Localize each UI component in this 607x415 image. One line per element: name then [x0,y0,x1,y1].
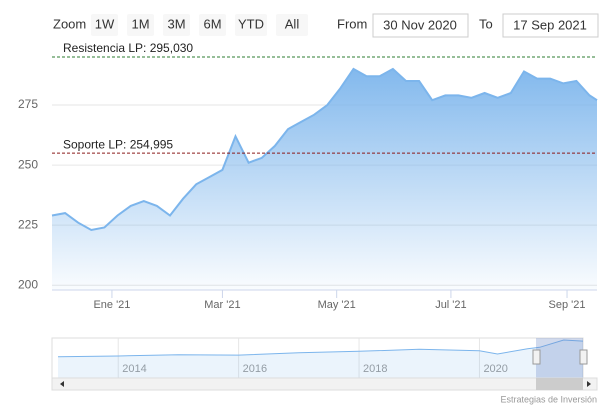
range-button[interactable] [91,14,118,36]
y-tick-label: 250 [18,157,38,171]
plot-line-label: Resistencia LP: 295,030 [63,41,193,55]
to-input[interactable] [502,13,599,38]
x-tick-label: May '21 [318,299,356,311]
navigator-label: 2016 [243,363,267,375]
range-button-label[interactable]: 6M [203,16,221,31]
navigator-selection[interactable] [536,338,583,378]
range-button-label[interactable]: 3M [167,16,185,31]
range-button[interactable] [276,14,308,36]
scrollbar-thumb[interactable] [536,378,583,390]
navigator-label: 2014 [122,363,146,375]
plot-line-label: Soporte LP: 254,995 [63,137,173,151]
y-tick-label: 275 [18,97,38,111]
area-fill [52,69,597,290]
navigator-label: 2018 [363,363,387,375]
range-button-label[interactable]: YTD [238,16,264,31]
x-tick-label: Ene '21 [93,299,130,311]
to-value[interactable]: 17 Sep 2021 [513,17,587,32]
navigator-handle[interactable] [579,349,588,365]
zoom-label: Zoom [53,16,86,31]
credits: Estrategias de Inversión [500,394,597,404]
from-input[interactable] [372,13,469,38]
range-button[interactable] [127,14,154,36]
range-button-label[interactable]: 1M [131,16,149,31]
scrollbar-track [51,377,598,391]
navigator-line [57,339,584,358]
navigator-frame [51,337,584,379]
x-tick-label: Mar '21 [204,299,240,311]
navigator-label: 2020 [483,363,507,375]
range-button[interactable] [163,14,190,36]
range-button[interactable] [199,14,226,36]
to-label: To [479,16,493,31]
line [51,67,598,232]
from-value[interactable]: 30 Nov 2020 [383,17,457,32]
scrollbar-arrow-left[interactable] [60,381,64,387]
range-button-label[interactable]: All [285,16,300,31]
range-button-label[interactable]: 1W [95,16,115,31]
navigator-handle[interactable] [532,349,541,365]
scrollbar-arrow-right[interactable] [587,381,591,387]
range-button[interactable] [235,14,267,36]
x-tick-label: Jul '21 [435,299,466,311]
x-tick-label: Sep '21 [549,299,586,311]
from-label: From [337,16,367,31]
navigator-area [58,340,583,378]
y-tick-label: 225 [18,217,38,231]
y-tick-label: 200 [18,277,38,291]
